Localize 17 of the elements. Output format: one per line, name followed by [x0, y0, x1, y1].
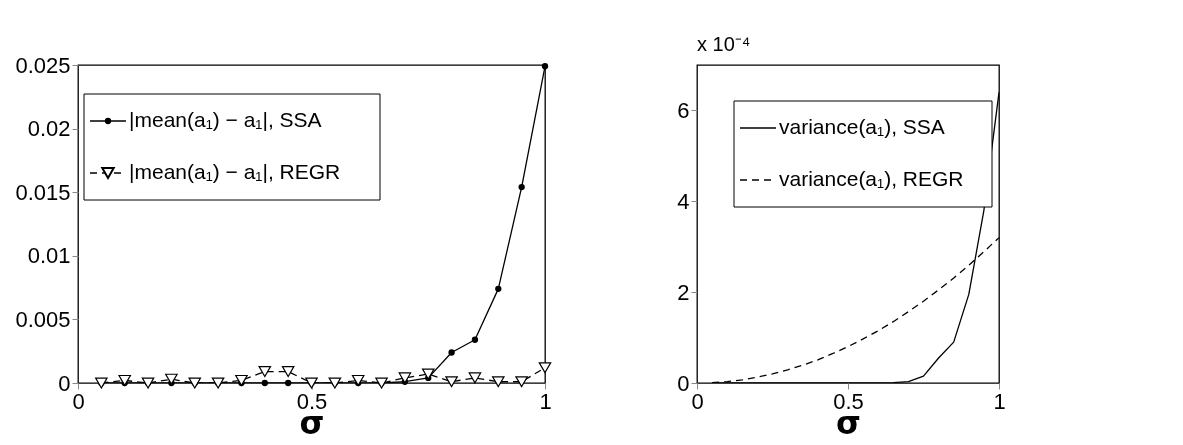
y-tick-label: 0.005 [15, 306, 71, 332]
y-tick-label: 0 [58, 370, 71, 396]
y-tick-label: 0.015 [15, 179, 71, 205]
y-tick-label: 0 [677, 370, 690, 396]
legend-label: |mean(a₁) − a₁|, REGR [129, 160, 341, 183]
y-tick-label: 4 [677, 188, 690, 214]
y-tick-label: 6 [677, 97, 690, 123]
y-tick-label: 2 [677, 279, 690, 305]
y-tick-label: 0.025 [15, 52, 71, 78]
legend-label: variance(a₁), REGR [779, 167, 964, 190]
x-tick-label: 1 [993, 388, 1006, 414]
y-tick-label: 0.02 [27, 116, 71, 142]
legend-label: |mean(a₁) − a₁|, SSA [129, 108, 322, 131]
text: x 10⁻⁴ [697, 33, 751, 55]
y-tick-label: 0.01 [27, 243, 71, 269]
x-tick-label: 1 [539, 388, 552, 414]
legend-label: variance(a₁), SSA [779, 115, 945, 138]
